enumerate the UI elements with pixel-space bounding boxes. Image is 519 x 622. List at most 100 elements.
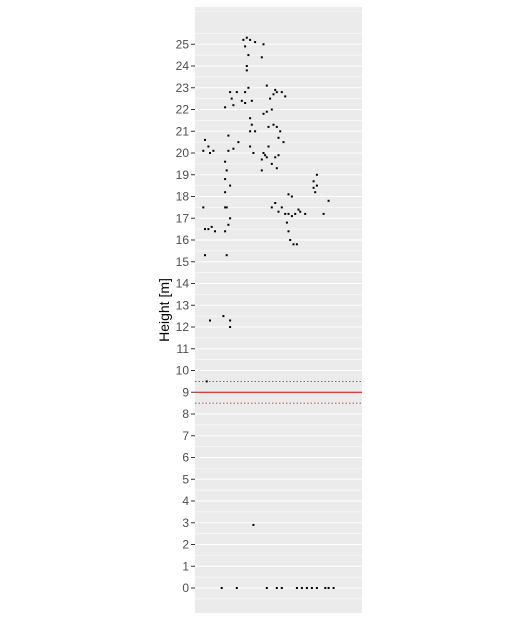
y-tick-label: 6 xyxy=(182,451,189,465)
data-point xyxy=(284,213,286,215)
data-point xyxy=(254,130,256,132)
data-point xyxy=(276,587,278,589)
data-point xyxy=(328,587,330,589)
data-point xyxy=(271,163,273,165)
data-point xyxy=(291,215,293,217)
data-point xyxy=(274,156,276,158)
y-tick-label: 15 xyxy=(176,255,190,269)
data-point xyxy=(251,124,253,126)
data-point xyxy=(224,161,226,163)
data-point xyxy=(284,95,286,97)
data-point xyxy=(207,228,209,230)
data-point xyxy=(299,211,301,213)
data-point xyxy=(313,180,315,182)
data-point xyxy=(252,152,254,154)
data-point xyxy=(293,243,295,245)
data-point xyxy=(263,152,265,154)
data-point xyxy=(229,91,231,93)
y-tick-label: 17 xyxy=(176,211,190,225)
data-point xyxy=(316,185,318,187)
data-point xyxy=(304,213,306,215)
data-point xyxy=(246,69,248,71)
data-point xyxy=(249,39,251,41)
data-point xyxy=(266,85,268,87)
data-point xyxy=(324,587,326,589)
y-tick-label: 14 xyxy=(176,277,190,291)
data-point xyxy=(278,137,280,139)
data-point xyxy=(232,104,234,106)
y-tick-label: 24 xyxy=(176,59,190,73)
y-tick-label: 23 xyxy=(176,81,190,95)
data-point xyxy=(224,178,226,180)
y-axis-title: Height [m] xyxy=(156,278,172,342)
y-tick-label: 13 xyxy=(176,298,190,312)
data-point xyxy=(281,91,283,93)
data-point xyxy=(278,154,280,156)
data-point xyxy=(289,239,291,241)
y-tick-label: 21 xyxy=(176,124,190,138)
data-point xyxy=(249,117,251,119)
data-point xyxy=(288,213,290,215)
data-point xyxy=(296,243,298,245)
data-point xyxy=(224,230,226,232)
y-tick-label: 9 xyxy=(182,385,189,399)
data-point xyxy=(263,43,265,45)
data-point xyxy=(227,150,229,152)
data-point xyxy=(296,587,298,589)
data-point xyxy=(261,159,263,161)
data-point xyxy=(252,524,254,526)
data-point xyxy=(236,91,238,93)
data-point xyxy=(268,146,270,148)
data-point xyxy=(323,213,325,215)
data-point xyxy=(207,146,209,148)
data-point xyxy=(266,587,268,589)
data-point xyxy=(263,113,265,115)
data-point xyxy=(271,206,273,208)
data-point xyxy=(251,100,253,102)
data-point xyxy=(229,217,231,219)
data-point xyxy=(311,587,313,589)
data-point xyxy=(221,587,223,589)
data-point xyxy=(264,154,266,156)
data-point xyxy=(273,124,275,126)
data-point xyxy=(236,587,238,589)
data-point xyxy=(316,587,318,589)
data-point xyxy=(273,93,275,95)
data-point xyxy=(288,193,290,195)
data-point xyxy=(333,587,335,589)
y-tick-label: 1 xyxy=(182,559,189,573)
data-point xyxy=(232,148,234,150)
data-point xyxy=(261,169,263,171)
y-tick-label: 0 xyxy=(182,581,189,595)
data-point xyxy=(244,45,246,47)
data-point xyxy=(254,41,256,43)
data-point xyxy=(244,102,246,104)
data-point xyxy=(237,141,239,143)
y-tick-label: 18 xyxy=(176,190,190,204)
data-point xyxy=(209,152,211,154)
data-point xyxy=(301,587,303,589)
y-tick-label: 19 xyxy=(176,168,190,182)
data-point xyxy=(227,224,229,226)
data-point xyxy=(241,100,243,102)
y-tick-label: 3 xyxy=(182,516,189,530)
data-point xyxy=(246,37,248,39)
data-point xyxy=(212,150,214,152)
data-point xyxy=(298,209,300,211)
data-point xyxy=(278,211,280,213)
data-point xyxy=(229,326,231,328)
y-tick-label: 4 xyxy=(182,494,189,508)
y-tick-label: 10 xyxy=(176,364,190,378)
data-point xyxy=(274,89,276,91)
data-point xyxy=(269,98,271,100)
data-point xyxy=(204,139,206,141)
data-point xyxy=(214,230,216,232)
data-point xyxy=(281,206,283,208)
data-point xyxy=(202,206,204,208)
y-tick-label: 7 xyxy=(182,429,189,443)
y-tick-label: 20 xyxy=(176,146,190,160)
data-point xyxy=(229,185,231,187)
y-axis: 0123456789101112131415161718192021222324… xyxy=(176,37,195,595)
data-point xyxy=(276,167,278,169)
